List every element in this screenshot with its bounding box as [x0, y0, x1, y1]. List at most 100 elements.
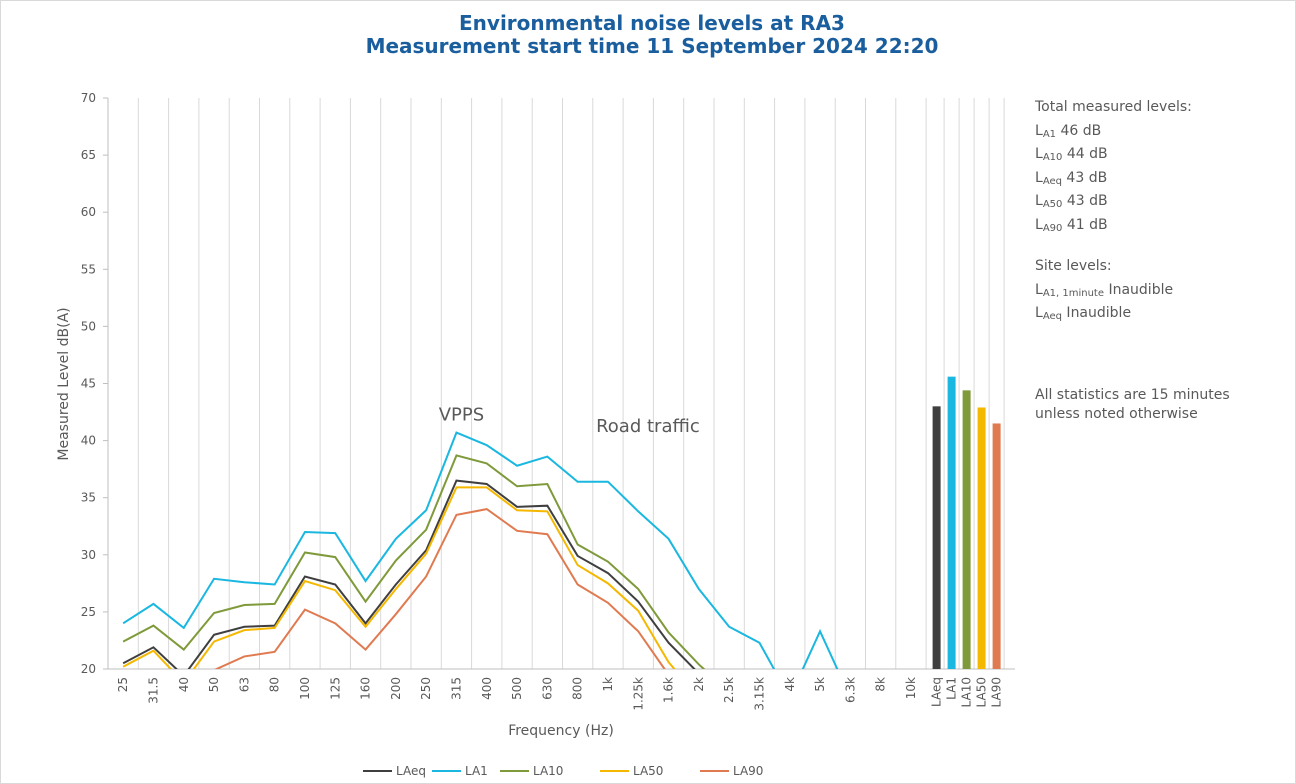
x-tick-label: LA10 [960, 677, 974, 707]
note: All statistics are 15 minutes [1035, 386, 1230, 403]
y-tick-label: 65 [81, 148, 96, 162]
y-tick-label: 45 [81, 377, 96, 391]
legend-label: LAeq [396, 764, 426, 778]
x-tick-label: 80 [268, 677, 282, 692]
x-tick-label: 50 [207, 677, 221, 692]
legend-label: LA1 [465, 764, 488, 778]
level-main: L [1035, 193, 1043, 209]
level-sub: Aeq [1042, 175, 1062, 187]
level-rest: Inaudible [1104, 281, 1174, 298]
level-line: LA1, 1minute Inaudible [1035, 279, 1285, 303]
spacer [1035, 237, 1285, 255]
total-bar [947, 376, 956, 669]
series-line [122, 479, 696, 669]
x-tick-label: 200 [389, 677, 403, 700]
y-tick-label: 35 [81, 491, 96, 505]
level-rest: 43 dB [1061, 169, 1108, 186]
x-tick-label: LA50 [975, 677, 989, 707]
x-tick-label: 100 [298, 677, 312, 700]
level-line: LA90 41 dB [1035, 214, 1285, 238]
series-line [122, 454, 706, 669]
level-sub: A50 [1042, 199, 1063, 210]
level-main: L [1035, 146, 1043, 162]
total-bar [932, 406, 941, 669]
level-rest: Inaudible [1061, 305, 1132, 321]
y-tick-label: 20 [81, 662, 96, 676]
total-bar [962, 390, 971, 669]
heading: Total measured levels: [1035, 99, 1192, 115]
total-bar [977, 407, 986, 669]
x-tick-label: 6.3k [843, 677, 857, 703]
x-tick-label: 1k [601, 677, 615, 692]
x-tick-label: 2k [692, 677, 706, 692]
level-main: L [1035, 281, 1043, 298]
y-tick-label: 40 [81, 434, 96, 448]
level-line: LA1 46 dB [1035, 120, 1285, 144]
series-line [214, 508, 666, 669]
x-tick-label: 63 [237, 677, 251, 692]
annotation: Road traffic [596, 416, 700, 437]
level-rest: 46 dB [1056, 122, 1102, 139]
level-line: LA10 44 dB [1035, 143, 1285, 167]
level-main: L [1035, 169, 1043, 186]
x-tick-label: LA1 [945, 677, 959, 700]
level-sub: A90 [1042, 222, 1063, 234]
x-tick-label: 8k [874, 677, 888, 692]
y-tick-label: 70 [81, 91, 96, 105]
x-tick-label: 1.25k [631, 677, 645, 711]
y-axis-label: Measured Level dB(A) [56, 307, 72, 460]
heading: Site levels: [1035, 258, 1112, 274]
series-line [122, 486, 676, 669]
x-axis-label: Frequency (Hz) [508, 723, 614, 739]
legend-label: LA90 [733, 764, 763, 778]
x-tick-label: LA90 [990, 677, 1004, 707]
chart-subtitle: Measurement start time 11 September 2024… [366, 34, 939, 58]
x-tick-label: 10k [904, 677, 918, 699]
x-tick-label: 1.6k [662, 677, 676, 703]
y-tick-label: 60 [81, 205, 96, 219]
total-bar [992, 423, 1001, 669]
x-tick-label: 400 [480, 677, 494, 700]
x-tick-label: 40 [177, 677, 191, 692]
x-tick-label: 250 [419, 677, 433, 700]
level-rest: 43 dB [1062, 193, 1108, 209]
annotation: VPPS [439, 405, 484, 426]
note: unless noted otherwise [1035, 405, 1198, 422]
x-tick-label: 3.15k [752, 677, 766, 711]
y-tick-label: 55 [81, 262, 96, 276]
level-rest: 41 dB [1062, 216, 1108, 233]
spacer [1035, 326, 1285, 386]
level-line: LAeq Inaudible [1035, 302, 1285, 326]
x-tick-label: 2.5k [722, 677, 736, 703]
plot-area [122, 376, 1001, 669]
level-rest: 44 dB [1062, 146, 1108, 162]
legend-label: LA50 [633, 764, 663, 778]
y-tick-label: 50 [81, 319, 96, 333]
legend-label: LA10 [533, 764, 563, 778]
x-tick-label: 4k [783, 677, 797, 692]
x-tick-label: 31.5 [146, 677, 160, 704]
side-notes: Total measured levels: LA1 46 dB LA10 44 d… [1035, 96, 1285, 424]
level-main: L [1035, 305, 1043, 321]
x-tick-label: 5k [813, 677, 827, 692]
y-tick-label: 30 [81, 548, 96, 562]
y-tick-label: 25 [81, 605, 96, 619]
level-sub: A1, 1minute [1042, 287, 1105, 299]
chart-title: Environmental noise levels at RA3 [459, 11, 845, 35]
level-sub: A1 [1042, 128, 1057, 140]
x-tick-label: 315 [449, 677, 463, 700]
level-line: LA50 43 dB [1035, 190, 1285, 214]
level-line: LAeq 43 dB [1035, 167, 1285, 191]
level-main: L [1035, 122, 1043, 139]
x-tick-label: 630 [540, 677, 554, 700]
x-tick-label: LAeq [930, 677, 944, 707]
level-main: L [1035, 216, 1043, 233]
level-sub: Aeq [1042, 311, 1062, 322]
x-tick-label: 125 [328, 677, 342, 700]
series-line [122, 431, 839, 669]
x-tick-label: 25 [116, 677, 130, 692]
x-tick-label: 800 [571, 677, 585, 700]
level-sub: A10 [1042, 152, 1063, 163]
